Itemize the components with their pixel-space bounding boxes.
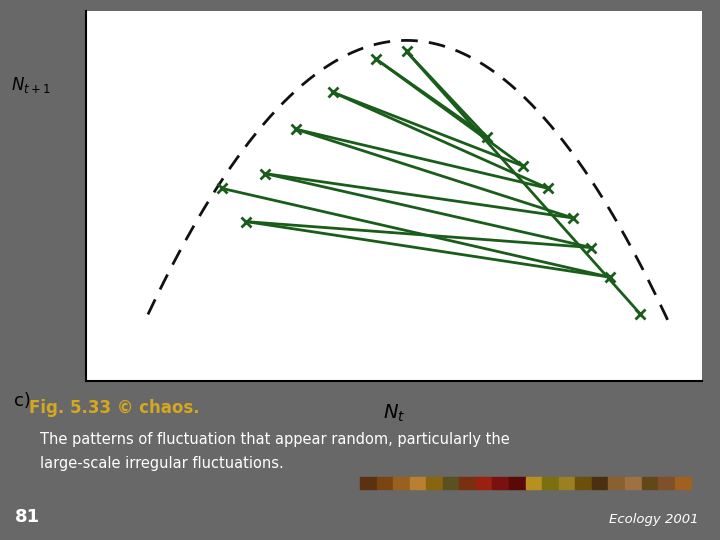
Bar [542,477,559,489]
Text: $N_t$: $N_t$ [383,403,405,424]
Bar [642,477,658,489]
Bar [360,477,377,489]
Bar [377,477,393,489]
Text: $N_{t+1}$: $N_{t+1}$ [12,75,51,95]
Text: c): c) [14,392,31,409]
Text: large-scale irregular fluctuations.: large-scale irregular fluctuations. [40,456,284,471]
Bar [410,477,426,489]
Bar [625,477,642,489]
Bar [459,477,476,489]
Bar [608,477,625,489]
Text: 81: 81 [14,509,40,526]
Bar [426,477,443,489]
Bar [393,477,410,489]
Bar [526,477,542,489]
Text: Fig. 5.33 © chaos.: Fig. 5.33 © chaos. [29,399,199,416]
Bar [492,477,509,489]
Bar [575,477,592,489]
Bar [509,477,526,489]
Text: The patterns of fluctuation that appear random, particularly the: The patterns of fluctuation that appear … [40,432,509,447]
Bar [559,477,575,489]
Bar [658,477,675,489]
Text: Ecology 2001: Ecology 2001 [609,514,698,526]
Bar [476,477,492,489]
Bar [443,477,459,489]
Bar [592,477,608,489]
Bar [675,477,691,489]
